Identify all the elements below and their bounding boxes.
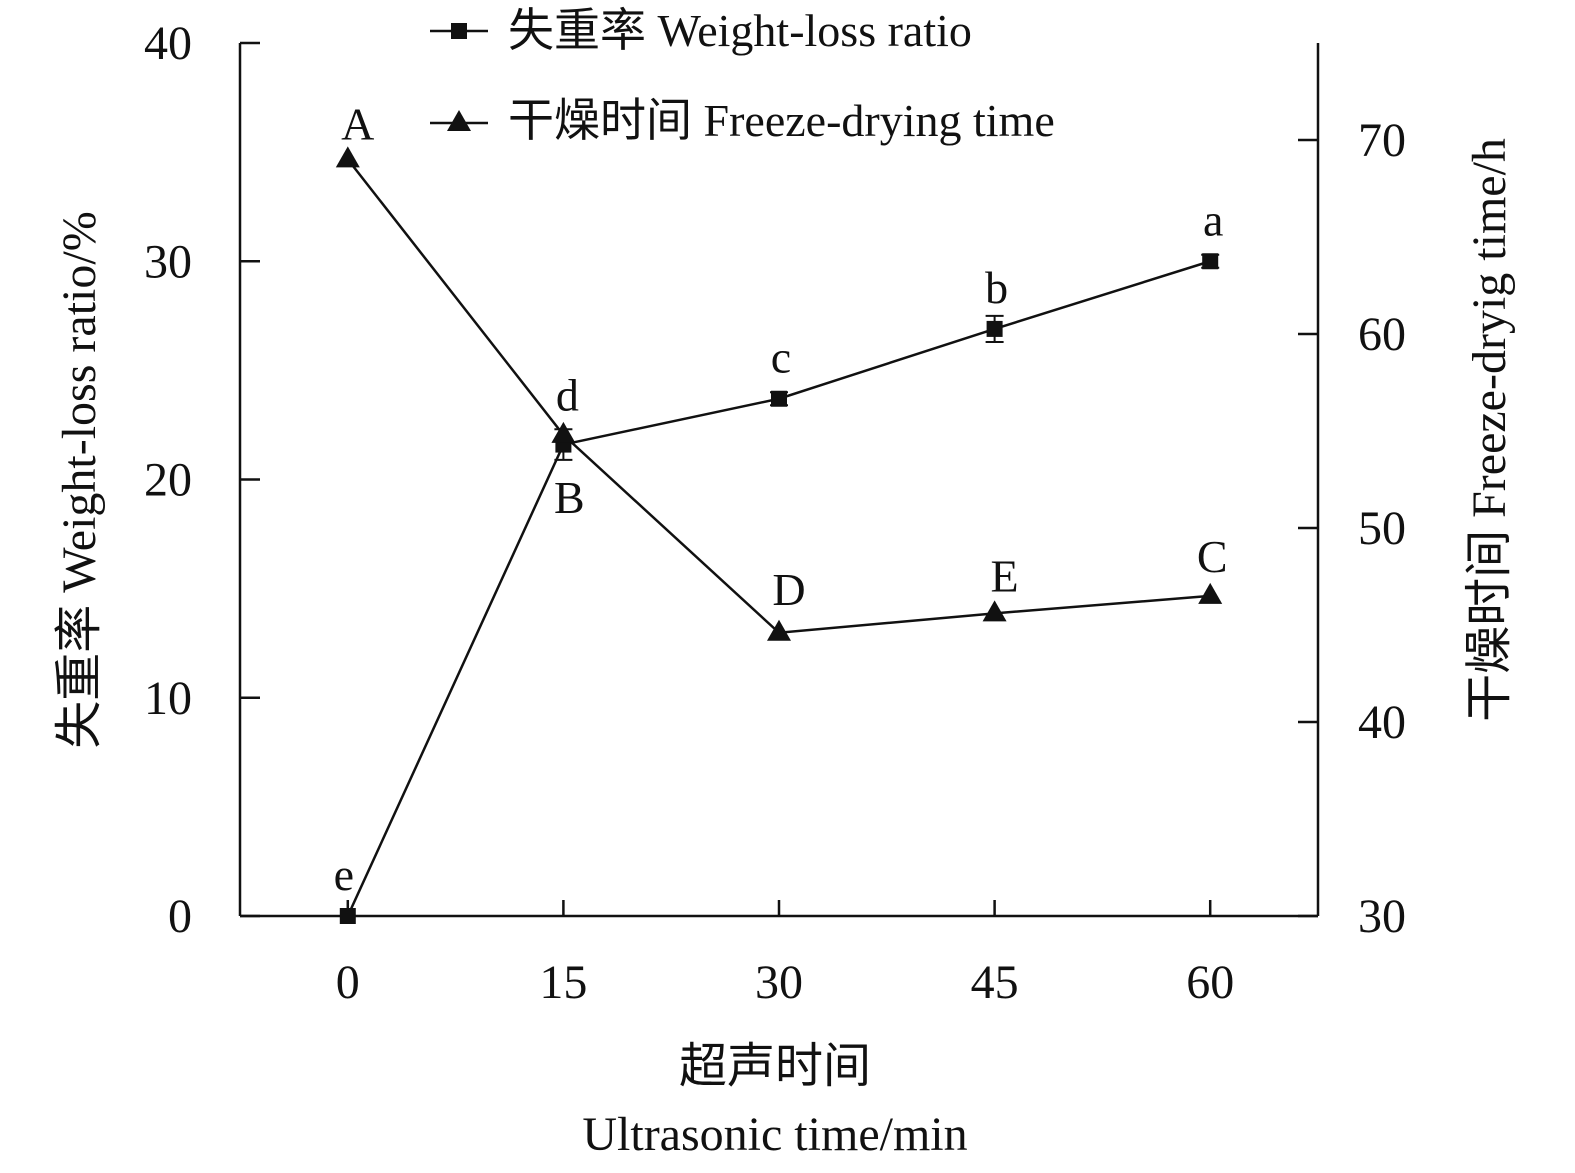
drying-time-point-label: A — [341, 98, 374, 149]
legend-label-weight-loss: 失重率 Weight-loss ratio — [508, 5, 972, 56]
left-y-tick-label: 10 — [144, 672, 192, 725]
labels-layer: e d c b a A B D E C — [334, 98, 1228, 900]
weight-loss-point-label: b — [985, 262, 1008, 313]
x-tick-label: 60 — [1186, 956, 1234, 1009]
right-y-tick-label: 30 — [1358, 890, 1406, 943]
weight-loss-point-label: e — [334, 849, 354, 900]
triangle-marker — [767, 619, 791, 641]
legend-square-marker — [451, 23, 467, 39]
triangle-marker — [982, 600, 1007, 622]
right-y-axis-title: 干燥时间 Freeze-dryig time/h — [1463, 138, 1516, 722]
legend: 失重率 Weight-loss ratio 干燥时间 Freeze-drying … — [430, 5, 1055, 146]
left-y-tick-label: 20 — [144, 454, 192, 507]
triangle-marker — [551, 421, 576, 443]
weight-loss-point-label: a — [1203, 194, 1223, 245]
left-y-tick-label: 0 — [168, 890, 192, 943]
square-marker — [771, 390, 787, 407]
x-tick-label: 45 — [971, 956, 1019, 1009]
square-marker — [986, 320, 1003, 337]
x-axis-title-zh: 超声时间 — [679, 1040, 871, 1093]
legend-label-drying-time: 干燥时间 Freeze-drying time — [508, 95, 1055, 146]
drying-time-point-label: E — [991, 550, 1019, 601]
x-axis-title-en: Ultrasonic time/min — [582, 1108, 967, 1161]
axes-layer: 0 10 20 30 40 30 40 50 60 70 0 15 30 45 60 超声时间 Ultrason… — [53, 17, 1516, 1161]
right-y-tick-label: 70 — [1358, 114, 1406, 167]
triangle-marker — [335, 146, 360, 168]
weight-loss-point-label: c — [771, 332, 791, 383]
series-layer — [335, 146, 1223, 924]
drying-time-point-label: C — [1197, 531, 1228, 582]
triangle-marker — [1198, 582, 1223, 604]
left-y-tick-label: 30 — [144, 235, 192, 288]
x-tick-label: 30 — [755, 956, 803, 1009]
right-y-tick-label: 50 — [1358, 502, 1406, 555]
drying-time-point-label: D — [772, 564, 805, 615]
left-y-axis-title: 失重率 Weight-loss ratio/% — [53, 211, 106, 748]
left-y-tick-label: 40 — [144, 17, 192, 70]
right-y-tick-label: 40 — [1358, 696, 1406, 749]
legend-triangle-marker — [447, 110, 471, 131]
right-y-tick-label: 60 — [1358, 308, 1406, 361]
x-tick-label: 15 — [539, 956, 587, 1009]
weight-loss-point-label: d — [556, 370, 579, 421]
x-tick-label: 0 — [336, 956, 360, 1009]
square-marker — [339, 908, 356, 924]
drying-time-point-label: B — [554, 472, 585, 523]
square-marker — [1202, 253, 1219, 270]
